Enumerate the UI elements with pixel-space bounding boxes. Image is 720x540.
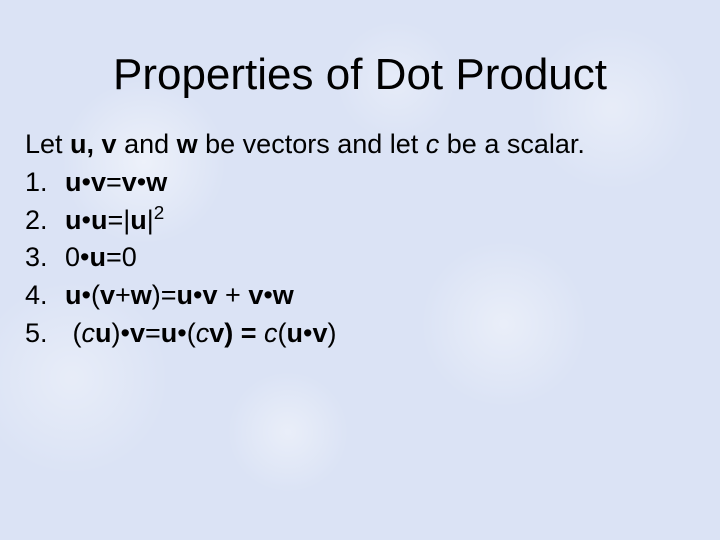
expr-part: v: [91, 167, 106, 197]
expr-part: u: [95, 318, 112, 348]
expr-part: (: [73, 318, 82, 348]
expr-part: u: [161, 318, 178, 348]
expr-part: u: [65, 205, 82, 235]
expr-part: )=: [152, 280, 177, 310]
expr-part: c: [264, 318, 278, 348]
item-number: 4.: [25, 279, 65, 313]
item-number: 5.: [25, 317, 65, 351]
property-item: 1.u•v=v•w: [25, 166, 695, 200]
slide-title: Properties of Dot Product: [25, 50, 695, 100]
expr-part: u: [287, 318, 304, 348]
expr-part: •: [137, 167, 146, 197]
expr-part: 0: [65, 242, 80, 272]
exponent: 2: [154, 203, 165, 224]
property-item: 3.0•u=0: [25, 241, 695, 275]
expr-part: c: [82, 318, 96, 348]
expr-part: |: [147, 205, 154, 235]
expr-part: ) =: [224, 318, 264, 348]
expr-part: v: [130, 318, 145, 348]
properties-list: 1.u•v=v•w2.u•u=|u|23.0•u=04.u•(v+w)=u•v …: [25, 166, 695, 351]
expr-part: u: [177, 280, 194, 310]
intro-text: and: [117, 129, 177, 159]
intro-text: be a scalar.: [439, 129, 585, 159]
expr-part: w: [146, 167, 167, 197]
expr-part: v: [122, 167, 137, 197]
intro-vec-uv: u, v: [70, 129, 117, 159]
expr-part: +: [115, 280, 131, 310]
expr-part: v: [209, 318, 224, 348]
intro-line: Let u, v and w be vectors and let c be a…: [25, 128, 695, 162]
expr-part: =|: [107, 205, 130, 235]
expr-part: •: [263, 280, 272, 310]
expr-part: v: [100, 280, 115, 310]
item-number: 2.: [25, 204, 65, 238]
expr-part: w: [131, 280, 152, 310]
expr-part: v: [248, 280, 263, 310]
expr-part: u: [65, 167, 82, 197]
intro-text: be vectors and let: [198, 129, 426, 159]
item-number: 3.: [25, 241, 65, 275]
expr-part: •(: [177, 318, 195, 348]
expr-part: u: [130, 205, 147, 235]
expr-part: =0: [106, 242, 137, 272]
expr-part: u: [89, 242, 106, 272]
expr-part: u: [65, 280, 82, 310]
expr-part: =: [145, 318, 161, 348]
slide: Properties of Dot Product Let u, v and w…: [0, 0, 720, 540]
property-item: 2.u•u=|u|2: [25, 204, 695, 238]
expr-part: c: [196, 318, 210, 348]
intro-text: Let: [25, 129, 70, 159]
expr-part: •(: [82, 280, 100, 310]
expr-part: v: [312, 318, 327, 348]
expr-part: •: [121, 318, 130, 348]
expr-part: =: [106, 167, 122, 197]
expr-part: ): [328, 318, 337, 348]
expr-part: v: [203, 280, 218, 310]
expr-part: w: [273, 280, 294, 310]
intro-vec-w: w: [177, 129, 198, 159]
expr-part: •: [193, 280, 202, 310]
expr-part: •: [82, 167, 91, 197]
expr-part: ): [112, 318, 121, 348]
property-item: 4.u•(v+w)=u•v + v•w: [25, 279, 695, 313]
expr-part: (: [278, 318, 287, 348]
property-item: 5. (cu)•v=u•(cv) = c(u•v): [25, 317, 695, 351]
intro-scalar-c: c: [426, 129, 440, 159]
item-number: 1.: [25, 166, 65, 200]
expr-part: u: [91, 205, 108, 235]
expr-part: •: [82, 205, 91, 235]
expr-part: +: [218, 280, 249, 310]
